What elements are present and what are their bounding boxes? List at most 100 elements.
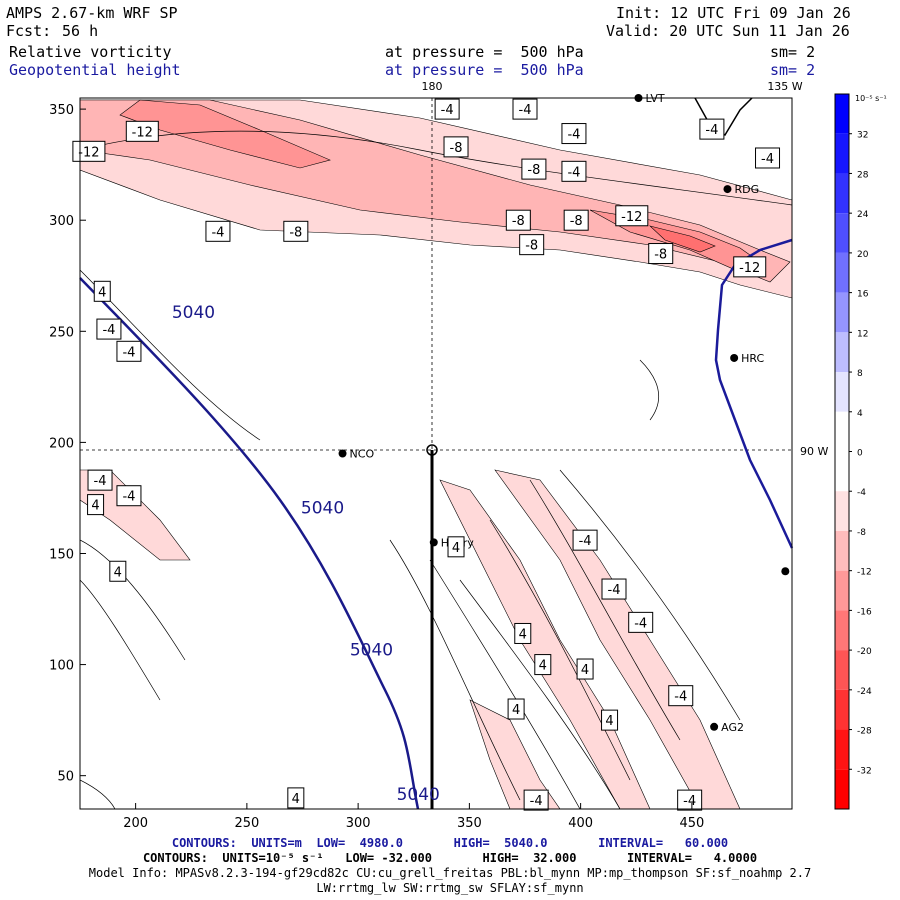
vorticity-label: -4 bbox=[116, 485, 142, 507]
y-tick-label: 300 bbox=[49, 214, 74, 229]
colorbar-level-label: 12 bbox=[857, 329, 868, 339]
colorbar-level-label: -28 bbox=[857, 727, 872, 737]
station-marker bbox=[723, 185, 732, 194]
smoothing-2: sm= 2 bbox=[770, 61, 816, 79]
colorbar-cell bbox=[835, 729, 849, 770]
x-tick-label: 300 bbox=[346, 816, 371, 831]
vorticity-label: 4 bbox=[447, 536, 465, 558]
footer-model-info: Model Info: MPASv8.2.3-194-gf29cd82c CU:… bbox=[88, 866, 812, 880]
vorticity-label-box bbox=[505, 209, 531, 231]
coast-fragment bbox=[694, 98, 753, 137]
vorticity-label-box bbox=[601, 578, 627, 600]
vorticity-label: 4 bbox=[601, 709, 619, 731]
colorbar-level-label: -16 bbox=[857, 607, 872, 617]
vorticity-label-box bbox=[87, 494, 105, 516]
colorbar-cell bbox=[835, 491, 849, 531]
vorticity-label: -4 bbox=[699, 118, 725, 140]
height-label: 5040 bbox=[172, 303, 215, 323]
vorticity-label-text: -4 bbox=[102, 323, 115, 338]
vorticity-label: -4 bbox=[601, 578, 627, 600]
vorticity-label-text: 4 bbox=[91, 499, 99, 514]
label-135w: 135 W bbox=[767, 80, 802, 93]
vorticity-label: -12 bbox=[125, 120, 159, 142]
vorticity-label-text: -12 bbox=[78, 145, 99, 160]
footer-physics-info: LW:rrtmg_lw SW:rrtmg_sw SFLAY:sf_mynn bbox=[316, 881, 584, 895]
vorticity-label-box bbox=[615, 205, 649, 227]
vorticity-label: -8 bbox=[648, 243, 674, 265]
vorticity-contour-4 bbox=[389, 539, 521, 801]
vorticity-contour-0 bbox=[80, 130, 792, 206]
vorticity-label-text: 4 bbox=[581, 663, 589, 678]
vorticity-label-text: -4 bbox=[567, 128, 580, 143]
vorticity-label-text: -4 bbox=[211, 225, 224, 240]
x-tick-label: 250 bbox=[234, 816, 259, 831]
colorbar-cell bbox=[835, 411, 849, 452]
vorticity-label: -8 bbox=[505, 209, 531, 231]
vorticity-label-box bbox=[116, 485, 142, 507]
y-tick-label: 150 bbox=[49, 547, 74, 562]
vorticity-label-text: -8 bbox=[525, 239, 538, 254]
vorticity-label-box bbox=[87, 469, 113, 491]
vorticity-label-text: -4 bbox=[634, 616, 647, 631]
vorticity-label-box bbox=[205, 220, 231, 242]
colorbar-unit-label: 10⁻⁵ s⁻¹ bbox=[855, 94, 887, 103]
vorticity-label: 4 bbox=[287, 787, 305, 809]
model-title: AMPS 2.67-km WRF SP bbox=[6, 4, 178, 22]
vorticity-label-box bbox=[116, 340, 142, 362]
vorticity-label: -4 bbox=[523, 789, 549, 811]
vorticity-label-text: 4 bbox=[519, 627, 527, 642]
y-tick-label: 350 bbox=[49, 103, 74, 118]
vorticity-label-text: -4 bbox=[122, 345, 135, 360]
vorticity-label: -4 bbox=[628, 611, 654, 633]
footer-contours-vorticity: CONTOURS: UNITS=10⁻⁵ s⁻¹ LOW= -32.000 HI… bbox=[142, 851, 758, 865]
vorticity-label-text: -4 bbox=[579, 534, 592, 549]
vorticity-label: 4 bbox=[93, 280, 111, 302]
vorticity-label-text: -4 bbox=[608, 583, 621, 598]
vorticity-label: -8 bbox=[521, 158, 547, 180]
vorticity-label-text: 4 bbox=[605, 714, 613, 729]
vorticity-label-box bbox=[125, 120, 159, 142]
vorticity-label-text: -4 bbox=[519, 103, 532, 118]
vorticity-label-text: -4 bbox=[122, 490, 135, 505]
station-label: AG2 bbox=[721, 721, 744, 734]
vorticity-label-text: -8 bbox=[512, 214, 525, 229]
colorbar-level-label: 32 bbox=[857, 131, 868, 141]
vorticity-label-box bbox=[576, 658, 594, 680]
vorticity-label-box bbox=[519, 234, 545, 256]
colorbar-level-label: -4 bbox=[857, 488, 866, 498]
vorticity-label: -4 bbox=[116, 340, 142, 362]
vorticity-label-text: -4 bbox=[705, 123, 718, 138]
vorticity-label-text: -8 bbox=[654, 248, 667, 263]
pole-marker bbox=[426, 444, 438, 456]
vorticity-contour-8 bbox=[529, 479, 681, 741]
x-tick-label: 350 bbox=[457, 816, 482, 831]
vorticity-label: -12 bbox=[615, 205, 649, 227]
vorticity-label-box bbox=[93, 280, 111, 302]
vorticity-label: 4 bbox=[514, 622, 532, 644]
vorticity-label: -4 bbox=[677, 789, 703, 811]
vorticity-label-text: -12 bbox=[739, 261, 760, 276]
vorticity-band-2 bbox=[119, 99, 331, 169]
label-180: 180 bbox=[422, 80, 443, 93]
vorticity-label-box bbox=[512, 98, 538, 120]
pressure-level-2: at pressure = 500 hPa bbox=[385, 61, 584, 79]
vorticity-label-box bbox=[561, 160, 587, 182]
vorticity-label-text: 4 bbox=[292, 792, 300, 807]
colorbar-level-label: -24 bbox=[857, 687, 872, 697]
y-tick-label: 50 bbox=[57, 770, 74, 785]
vorticity-label: -12 bbox=[72, 140, 106, 162]
vorticity-contour-9 bbox=[559, 469, 741, 721]
vorticity-label-box bbox=[521, 158, 547, 180]
vorticity-label-text: -8 bbox=[450, 141, 463, 156]
vorticity-label-box bbox=[534, 654, 552, 676]
colorbar-level-label: 16 bbox=[857, 290, 869, 300]
vorticity-label: 4 bbox=[109, 560, 127, 582]
station-label: RDG bbox=[734, 183, 759, 196]
vorticity-band-4 bbox=[648, 225, 716, 253]
vorticity-label-box bbox=[283, 220, 309, 242]
vorticity-contour-3 bbox=[80, 579, 161, 701]
vorticity-label-box bbox=[443, 136, 469, 158]
vorticity-label-box bbox=[668, 685, 694, 707]
colorbar-cell bbox=[835, 133, 849, 174]
colorbar-cell bbox=[835, 94, 849, 134]
